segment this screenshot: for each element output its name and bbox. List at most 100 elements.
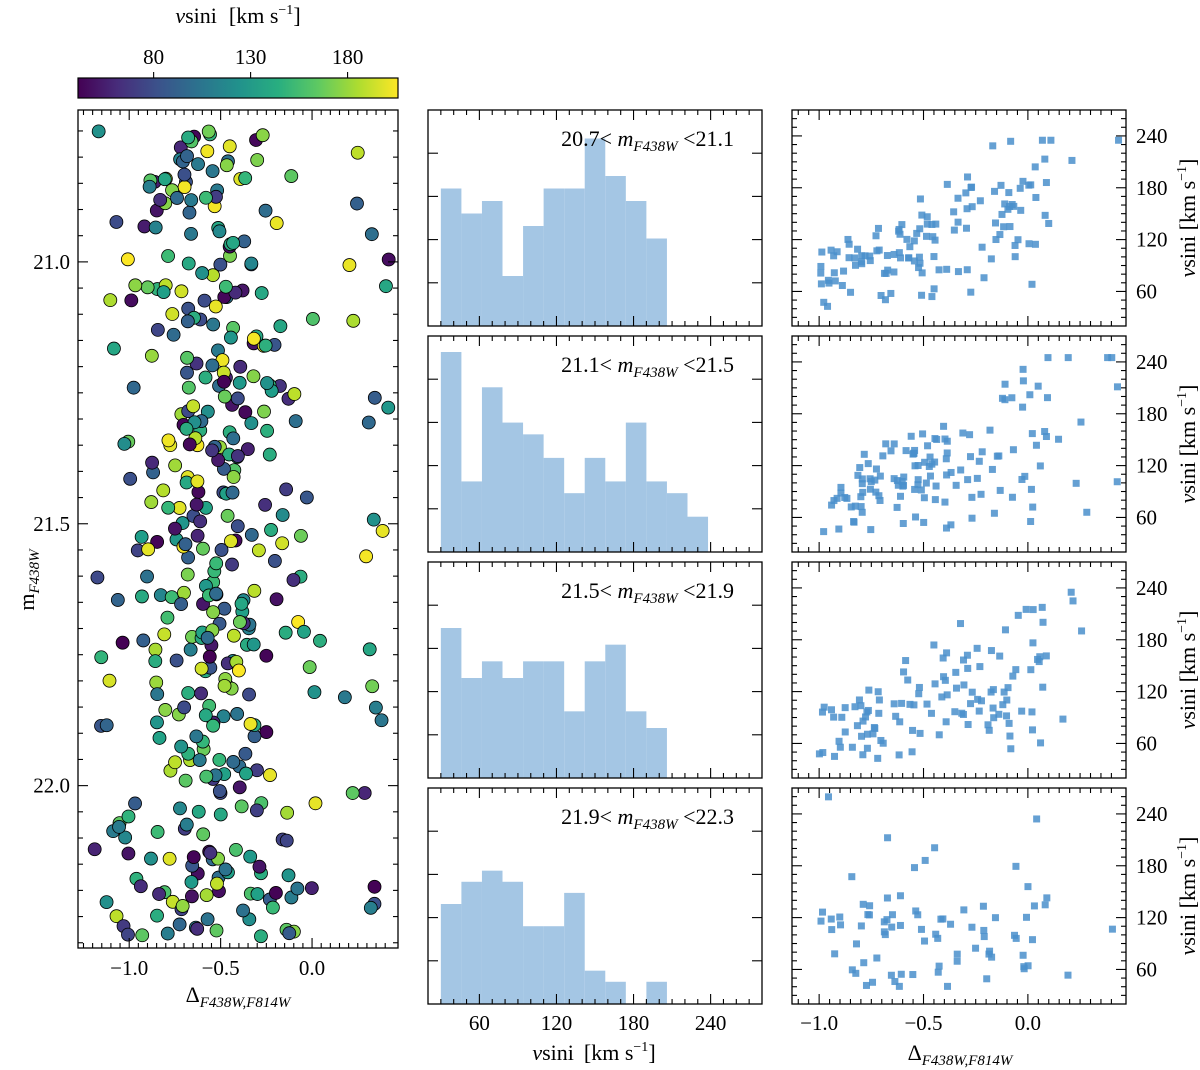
- cmd-point: [202, 649, 217, 664]
- vsini-point: [989, 686, 997, 694]
- vsini-point: [897, 254, 905, 262]
- vsini-point: [911, 462, 919, 470]
- cmd-point: [110, 593, 125, 607]
- cmd-point: [219, 158, 234, 173]
- cmd-point: [368, 700, 383, 715]
- cmd-point: [200, 630, 215, 645]
- vsini-point: [902, 447, 910, 455]
- cmd-point: [121, 846, 136, 861]
- cmd-point: [240, 442, 255, 457]
- vsini-point: [1001, 380, 1009, 388]
- vsini-point: [1042, 433, 1050, 441]
- cmd-point: [251, 543, 266, 558]
- cmd-point: [174, 739, 189, 754]
- cmd-point: [118, 830, 133, 845]
- cmd-point: [209, 586, 223, 601]
- cmd-point: [233, 359, 248, 374]
- vsini-point: [874, 688, 882, 696]
- cmd-point: [229, 842, 243, 857]
- cmd-point: [161, 433, 176, 448]
- cmd-point: [180, 365, 194, 380]
- cmd-point: [216, 709, 231, 724]
- cmd-point: [287, 387, 302, 401]
- vsini-point: [1009, 672, 1017, 680]
- vsini-point: [960, 906, 968, 914]
- cmd-point: [258, 497, 273, 512]
- vsini-point: [862, 981, 870, 989]
- vsini-point: [998, 210, 1006, 218]
- vsini-point: [976, 197, 984, 205]
- cmd-point: [243, 849, 258, 864]
- vsini-point: [1011, 931, 1019, 939]
- vsini-ylabel: vsini [km s−1]: [1175, 385, 1200, 504]
- vsini-point: [869, 978, 877, 986]
- cmd-point: [342, 258, 357, 272]
- histogram-bar: [687, 516, 709, 552]
- vsini-point: [1018, 707, 1026, 715]
- vsini-point: [940, 422, 948, 430]
- cmd-point: [350, 196, 364, 211]
- vsini-point: [980, 274, 988, 282]
- cmd-point: [174, 284, 189, 299]
- cmd-point: [177, 167, 192, 182]
- cmd-point: [206, 718, 220, 733]
- cmd-point: [222, 139, 237, 154]
- vsini-xtick-label: 0.0: [1015, 1011, 1041, 1035]
- histogram-bar: [564, 188, 585, 326]
- vsini-point: [960, 656, 968, 664]
- cmd-point: [170, 191, 184, 205]
- cmd-point: [297, 624, 311, 639]
- vsini-point: [1042, 179, 1050, 187]
- vsini-ytick-label: 120: [1136, 906, 1168, 930]
- cmd-point: [257, 404, 271, 419]
- vsini-point: [1043, 394, 1051, 402]
- vsini-point: [898, 699, 906, 707]
- vsini-point: [954, 268, 962, 276]
- vsini-point: [916, 729, 924, 737]
- histogram-range-label: 20.7< mF438W <21.1: [561, 126, 734, 155]
- vsini-point: [858, 732, 866, 740]
- vsini-point: [937, 915, 945, 923]
- vsini-point: [876, 496, 884, 504]
- vsini-point: [876, 472, 884, 480]
- cmd-point: [177, 585, 191, 600]
- cmd-point: [367, 390, 382, 405]
- cmd-point: [201, 124, 216, 139]
- cmd-point: [186, 850, 201, 865]
- vsini-point: [828, 926, 836, 934]
- vsini-point: [957, 620, 965, 628]
- vsini-ytick-label: 60: [1136, 957, 1157, 981]
- cmd-point: [172, 917, 187, 932]
- vsini-point: [867, 478, 875, 486]
- cmd-point: [194, 686, 208, 701]
- histogram-bar: [584, 138, 606, 326]
- vsini-point: [991, 187, 999, 195]
- vsini-frame: [791, 109, 1127, 327]
- cmd-point: [160, 610, 175, 625]
- vsini-point: [964, 721, 972, 729]
- vsini-point: [897, 970, 905, 978]
- vsini-point: [1005, 189, 1013, 197]
- histogram-panel: 21.1< mF438W <21.5: [427, 335, 763, 553]
- cmd-point: [144, 851, 158, 866]
- vsini-point: [910, 864, 918, 872]
- vsini-point: [990, 509, 998, 517]
- cmd-point: [379, 279, 393, 294]
- cmd-point: [218, 279, 233, 294]
- vsini-point: [875, 246, 883, 254]
- vsini-point: [827, 246, 835, 254]
- cmd-point: [136, 633, 151, 648]
- vsini-point: [1000, 223, 1008, 231]
- cmd-point: [178, 773, 193, 788]
- vsini-point: [870, 724, 878, 731]
- cmd-point: [246, 637, 261, 652]
- cmd-point: [128, 796, 142, 811]
- cmd-point: [144, 348, 159, 363]
- cmd-point: [177, 700, 192, 715]
- cmd-point: [156, 285, 171, 300]
- vsini-point: [964, 173, 972, 181]
- vsini-point: [963, 651, 971, 659]
- vsini-point: [838, 281, 846, 289]
- histogram-bar: [481, 661, 503, 778]
- cmd-point: [192, 753, 207, 768]
